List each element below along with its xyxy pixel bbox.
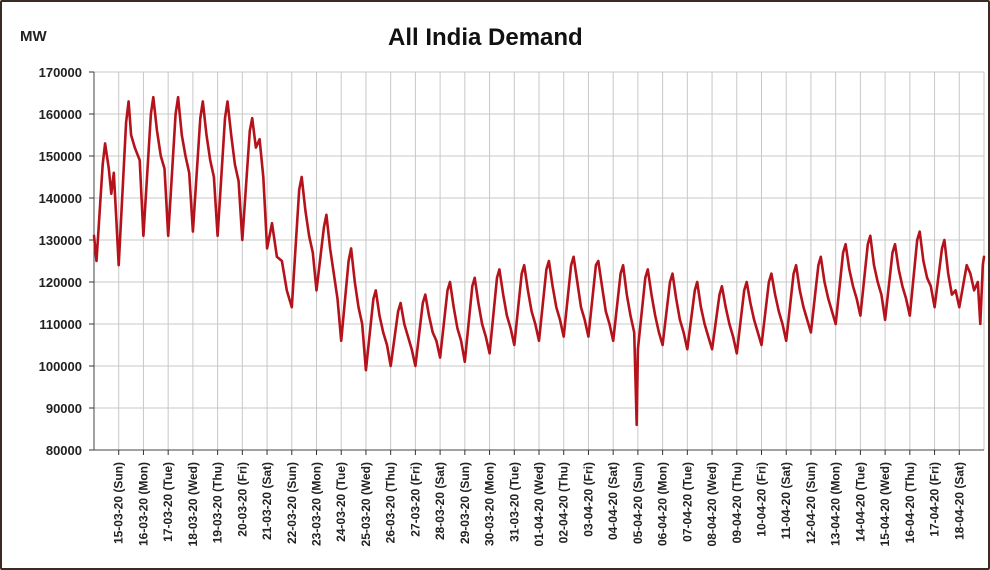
x-tick-label: 18-04-20 (Sat): [952, 462, 966, 540]
x-tick-label: 06-04-20 (Mon): [656, 462, 670, 546]
y-tick-label: 110000: [39, 317, 82, 332]
x-tick-label: 14-04-20 (Tue): [853, 462, 867, 542]
y-tick-label: 130000: [39, 233, 82, 248]
y-tick-label: 150000: [39, 149, 82, 164]
x-tick-label: 17-04-20 (Fri): [928, 462, 942, 537]
x-tick-label: 17-03-20 (Tue): [161, 462, 175, 542]
y-tick-label: 120000: [39, 275, 82, 290]
x-tick-label: 16-04-20 (Thu): [903, 462, 917, 543]
x-tick-label: 02-04-20 (Thu): [557, 462, 571, 543]
x-tick-label: 18-03-20 (Wed): [186, 462, 200, 546]
chart-title: All India Demand: [388, 24, 583, 51]
y-tick-label: 160000: [39, 107, 82, 122]
x-tick-label: 10-04-20 (Fri): [755, 462, 769, 537]
x-tick-label: 04-04-20 (Sat): [606, 462, 620, 540]
x-tick-label: 26-03-20 (Thu): [384, 462, 398, 543]
x-tick-label: 08-04-20 (Wed): [705, 462, 719, 546]
x-tick-label: 20-03-20 (Fri): [235, 462, 249, 537]
x-tick-label: 07-04-20 (Tue): [680, 462, 694, 542]
x-tick-label: 25-03-20 (Wed): [359, 462, 373, 546]
x-tick-label: 09-04-20 (Thu): [730, 462, 744, 543]
x-tick-label: 31-03-20 (Tue): [507, 462, 521, 542]
x-tick-label: 13-04-20 (Mon): [829, 462, 843, 546]
x-tick-label: 16-03-20 (Mon): [136, 462, 150, 546]
y-tick-label: 90000: [46, 401, 82, 416]
x-tick-label: 15-03-20 (Sun): [112, 462, 126, 544]
x-tick-label: 27-03-20 (Fri): [408, 462, 422, 537]
x-tick-label: 12-04-20 (Sun): [804, 462, 818, 544]
x-tick-label: 05-04-20 (Sun): [631, 462, 645, 544]
x-tick-label: 23-03-20 (Mon): [310, 462, 324, 546]
x-tick-label: 22-03-20 (Sun): [285, 462, 299, 544]
y-tick-label: 80000: [46, 443, 82, 458]
x-tick-label: 21-03-20 (Sat): [260, 462, 274, 540]
demand-series-line: [92, 95, 986, 427]
x-tick-label: 01-04-20 (Wed): [532, 462, 546, 546]
x-tick-label: 29-03-20 (Sun): [458, 462, 472, 544]
y-axis-unit-label: MW: [20, 28, 47, 45]
y-tick-label: 140000: [39, 191, 82, 206]
x-tick-label: 24-03-20 (Tue): [334, 462, 348, 542]
x-tick-label: 28-03-20 (Sat): [433, 462, 447, 540]
x-tick-label: 11-04-20 (Sat): [779, 462, 793, 539]
y-tick-label: 100000: [39, 359, 82, 374]
y-tick-label: 170000: [39, 65, 82, 80]
x-tick-label: 19-03-20 (Thu): [211, 462, 225, 543]
x-tick-label: 30-03-20 (Mon): [483, 462, 497, 546]
x-tick-label: 15-04-20 (Wed): [878, 462, 892, 546]
x-tick-label: 03-04-20 (Fri): [581, 462, 595, 537]
